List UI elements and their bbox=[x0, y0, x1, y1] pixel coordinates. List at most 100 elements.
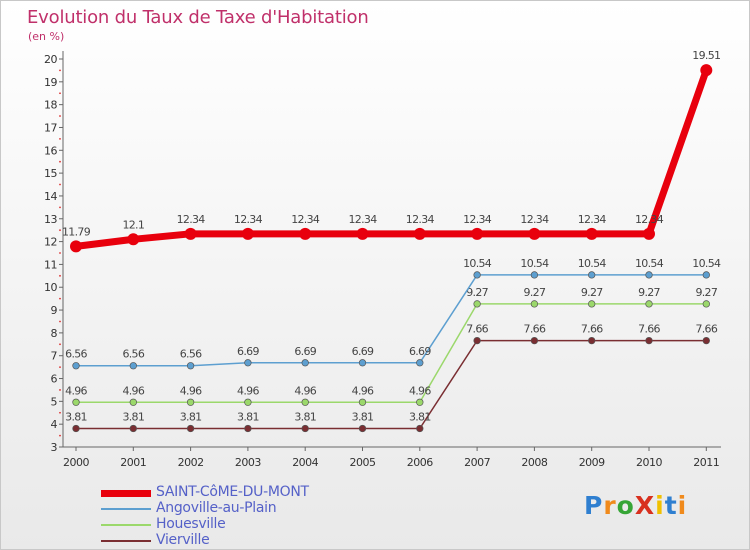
data-label-saint-come-2005: 12.34 bbox=[349, 213, 378, 226]
point-houesville-2004 bbox=[301, 398, 309, 406]
data-label-angoville-2009: 10.54 bbox=[578, 257, 607, 270]
y-tick-label-9: 9 bbox=[51, 304, 58, 317]
data-label-houesville-2009: 9.27 bbox=[581, 286, 603, 299]
point-houesville-2005 bbox=[358, 398, 367, 406]
data-label-houesville-2001: 4.96 bbox=[122, 384, 144, 397]
data-label-angoville-2006: 6.69 bbox=[409, 345, 431, 358]
y-tick-label-19: 19 bbox=[44, 76, 57, 89]
data-label-angoville-2002: 6.56 bbox=[180, 348, 202, 361]
data-label-vierville-2011: 7.66 bbox=[695, 323, 717, 336]
point-saint-come-2004 bbox=[299, 227, 312, 240]
legend-swatch-angoville bbox=[101, 508, 151, 510]
y-tick-label-11: 11 bbox=[44, 258, 57, 271]
y-tick-label-3: 3 bbox=[51, 441, 58, 454]
point-saint-come-2000 bbox=[70, 240, 82, 253]
data-label-vierville-2007: 7.66 bbox=[466, 323, 488, 336]
x-tick-label-2000: 2000 bbox=[63, 456, 89, 469]
data-label-houesville-2004: 4.96 bbox=[294, 384, 316, 397]
data-label-vierville-2005: 3.81 bbox=[352, 411, 374, 424]
point-houesville-2008 bbox=[530, 300, 539, 308]
x-tick-label-2009: 2009 bbox=[579, 456, 605, 469]
y-tick-label-4: 4 bbox=[51, 418, 58, 431]
y-minor-tick-3 bbox=[59, 434, 61, 437]
legend-label-vierville: Vierville bbox=[156, 532, 210, 548]
data-label-houesville-2003: 4.96 bbox=[237, 384, 259, 397]
data-label-angoville-2004: 6.69 bbox=[294, 345, 316, 358]
y-minor-tick-19 bbox=[59, 69, 61, 72]
data-label-saint-come-2011: 19.51 bbox=[692, 49, 720, 62]
point-angoville-2011 bbox=[702, 271, 710, 279]
data-label-houesville-2010: 9.27 bbox=[638, 286, 660, 299]
data-label-vierville-2006: 3.81 bbox=[409, 411, 431, 424]
data-label-vierville-2004: 3.81 bbox=[294, 411, 316, 424]
point-vierville-2002 bbox=[186, 424, 195, 433]
y-minor-tick-5 bbox=[59, 389, 61, 391]
series-line-saint-come bbox=[72, 66, 710, 250]
data-label-houesville-2008: 9.27 bbox=[524, 286, 546, 299]
data-label-saint-come-2010: 12.34 bbox=[635, 213, 664, 226]
y-tick-label-5: 5 bbox=[51, 395, 58, 408]
y-minor-tick-10 bbox=[59, 274, 61, 277]
data-label-saint-come-2003: 12.34 bbox=[234, 213, 263, 226]
point-saint-come-2003 bbox=[241, 227, 254, 240]
point-houesville-2003 bbox=[244, 398, 252, 406]
data-label-houesville-2011: 9.27 bbox=[695, 286, 717, 299]
data-label-houesville-2005: 4.96 bbox=[352, 384, 374, 397]
legend-swatch-vierville bbox=[101, 540, 151, 542]
y-tick-label-7: 7 bbox=[51, 350, 58, 363]
series-line-houesville bbox=[75, 303, 708, 404]
data-label-saint-come-2008: 12.34 bbox=[520, 213, 549, 226]
data-label-angoville-2008: 10.54 bbox=[520, 257, 549, 270]
data-label-vierville-2008: 7.66 bbox=[524, 323, 546, 336]
y-minor-tick-14 bbox=[59, 183, 61, 186]
x-tick-label-2010: 2010 bbox=[636, 456, 662, 469]
y-minor-tick-4 bbox=[59, 411, 61, 414]
y-minor-tick-15 bbox=[59, 160, 61, 163]
point-vierville-2001 bbox=[129, 424, 137, 433]
point-saint-come-2010 bbox=[643, 227, 655, 240]
data-label-vierville-2009: 7.66 bbox=[581, 323, 603, 336]
chart-unit-label: (en %) bbox=[28, 30, 65, 43]
x-tick-label-2011: 2011 bbox=[693, 456, 719, 469]
y-tick-label-17: 17 bbox=[44, 121, 57, 134]
y-tick-label-16: 16 bbox=[44, 144, 57, 157]
point-houesville-2000 bbox=[72, 398, 80, 406]
y-minor-tick-18 bbox=[59, 92, 61, 95]
y-minor-tick-13 bbox=[59, 206, 61, 209]
x-tick-label-2005: 2005 bbox=[350, 456, 376, 469]
point-saint-come-2002 bbox=[184, 227, 197, 240]
legend-label-houesville: Houesville bbox=[156, 516, 226, 532]
y-minor-tick-8 bbox=[59, 320, 61, 323]
proxiti-logo: ProXiti bbox=[584, 491, 687, 520]
point-saint-come-2008 bbox=[528, 227, 541, 240]
point-angoville-2005 bbox=[358, 359, 367, 367]
data-label-saint-come-2001: 12.1 bbox=[122, 218, 144, 231]
y-tick-label-8: 8 bbox=[51, 327, 58, 340]
series-line-vierville bbox=[75, 339, 708, 430]
x-tick-label-2007: 2007 bbox=[464, 456, 490, 469]
data-label-angoville-2005: 6.69 bbox=[352, 345, 374, 358]
point-angoville-2008 bbox=[530, 271, 539, 279]
logo-letter-2: o bbox=[616, 491, 635, 520]
logo-letter-6: i bbox=[677, 491, 688, 520]
point-houesville-2011 bbox=[702, 300, 710, 308]
data-label-saint-come-2006: 12.34 bbox=[406, 213, 435, 226]
data-label-saint-come-2000: 11.79 bbox=[62, 225, 91, 238]
logo-letter-3: X bbox=[634, 491, 656, 520]
point-saint-come-2009 bbox=[585, 227, 598, 240]
y-tick-label-15: 15 bbox=[44, 167, 57, 180]
data-label-saint-come-2004: 12.34 bbox=[291, 213, 320, 226]
data-label-vierville-2001: 3.81 bbox=[122, 411, 144, 424]
point-angoville-2003 bbox=[244, 359, 252, 367]
data-label-angoville-2001: 6.56 bbox=[122, 348, 144, 361]
logo-letter-1: r bbox=[603, 491, 617, 520]
point-saint-come-2005 bbox=[356, 227, 369, 240]
point-saint-come-2011 bbox=[700, 64, 713, 77]
y-minor-tick-12 bbox=[59, 229, 61, 232]
point-houesville-2006 bbox=[416, 398, 424, 406]
y-minor-tick-16 bbox=[59, 137, 61, 140]
legend-label-angoville: Angoville-au-Plain bbox=[156, 500, 277, 516]
data-label-vierville-2000: 3.81 bbox=[65, 411, 87, 424]
point-vierville-2011 bbox=[702, 336, 710, 345]
